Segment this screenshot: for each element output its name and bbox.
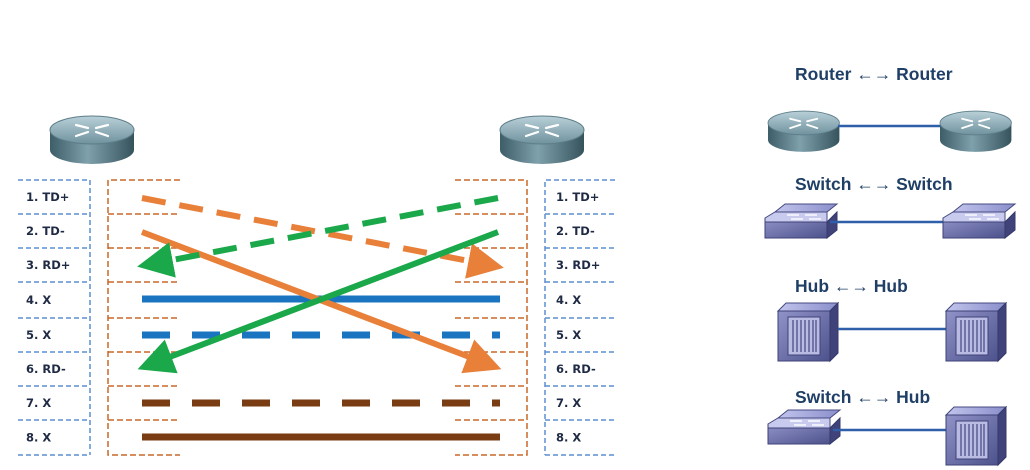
left-connector: [107, 179, 180, 456]
right-pin-label: 6. RD-: [556, 362, 596, 376]
left-pin-label: 2. TD-: [26, 224, 65, 238]
left-pin-label: 4. X: [26, 293, 51, 307]
right-pin-table: [544, 179, 615, 456]
router-icon: [48, 114, 136, 166]
left-pin-label: 7. X: [26, 396, 51, 410]
left-pin-label: 5. X: [26, 328, 51, 342]
router-icon: [498, 114, 586, 166]
connection-label-switch-hub: Switch ←→ Hub: [795, 387, 930, 407]
switch-icon: [767, 409, 841, 445]
switch-icon: [942, 203, 1016, 239]
hub-icon: [945, 406, 1007, 466]
connection-label-router-router: Router ←→ Router: [795, 64, 953, 84]
hub-icon: [945, 302, 1007, 362]
right-pin-label: 7. X: [556, 396, 581, 410]
right-pin-labels: 1. TD+ 2. TD- 3. RD+ 4. X 5. X 6. RD- 7. X 8. X: [556, 190, 600, 445]
left-pin-label: 1. TD+: [26, 190, 69, 204]
wire-td-plus-to-rd-plus: [141, 195, 504, 279]
right-pin-label: 1. TD+: [556, 190, 599, 204]
router-icon: [939, 110, 1013, 153]
connection-label-switch-switch: Switch ←→ Switch: [795, 174, 953, 194]
connection-types-panel: Router ←→ Router Switch ←→ Switch Hub ←→…: [764, 64, 1016, 466]
hub-icon: [777, 302, 839, 362]
switch-icon: [764, 203, 838, 239]
left-pin-labels: 1. TD+ 2. TD- 3. RD+ 4. X 5. X 6. RD- 7. X 8. X: [26, 190, 70, 445]
left-pin-label: 3. RD+: [26, 258, 70, 272]
right-connector: [455, 179, 528, 456]
right-pin-label: 5. X: [556, 328, 581, 342]
right-pin-label: 8. X: [556, 431, 581, 445]
left-pin-label: 6. RD-: [26, 362, 66, 376]
wire-rd-plus-to-td-plus: [137, 195, 499, 278]
right-pin-label: 3. RD+: [556, 258, 600, 272]
wire-rd-minus-to-td-minus: [137, 229, 500, 374]
connection-label-hub-hub: Hub ←→ Hub: [795, 276, 908, 296]
router-icon: [767, 110, 841, 153]
left-pin-table: [18, 179, 91, 456]
right-pin-label: 2. TD-: [556, 224, 595, 238]
left-pin-label: 8. X: [26, 431, 51, 445]
right-pin-label: 4. X: [556, 293, 581, 307]
